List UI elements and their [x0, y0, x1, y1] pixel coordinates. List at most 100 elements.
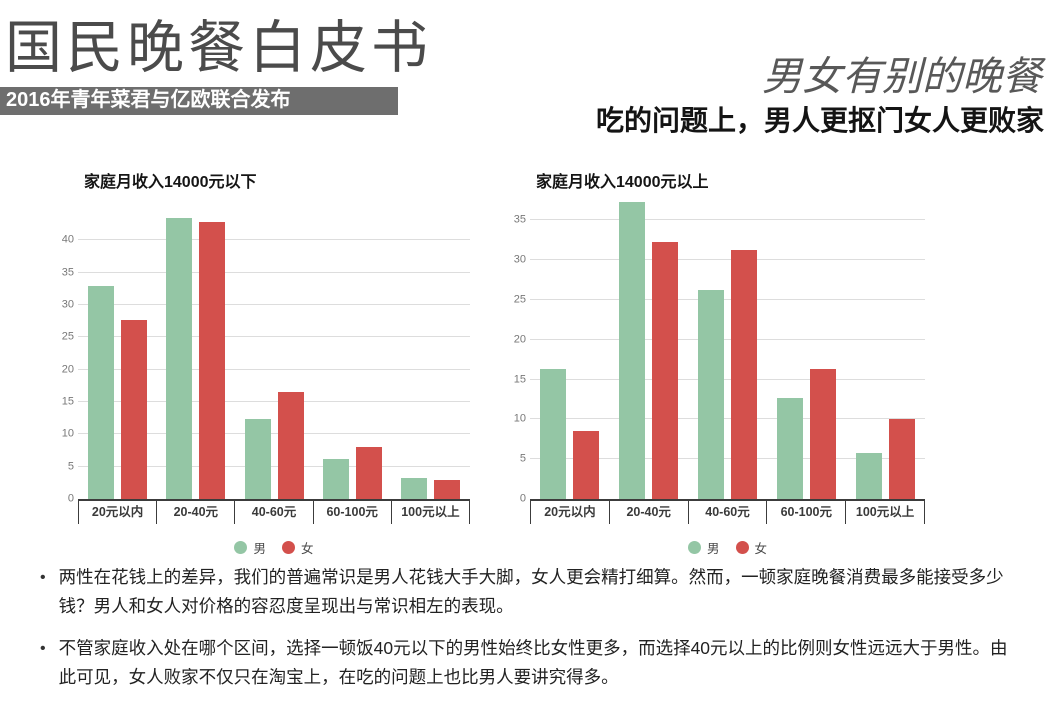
gridline — [530, 338, 925, 340]
bar-女-60-100元 — [355, 447, 382, 499]
bullet-text: 两性在花钱上的差异，我们的普遍常识是男人花钱大手大脚，女人更会精打细算。然而，一… — [58, 567, 1004, 616]
legend: 男女 — [78, 538, 470, 557]
bar-group — [530, 195, 609, 499]
bar-女-20元以内 — [573, 430, 599, 499]
gridline — [530, 259, 925, 261]
bar-女-40-60元 — [731, 249, 757, 499]
legend-dot-icon — [735, 541, 749, 554]
category-label: 60-100元 — [767, 501, 847, 524]
bar-女-100元以上 — [889, 419, 915, 499]
category-label: 20-40元 — [610, 501, 689, 524]
bar-group — [846, 195, 925, 499]
legend-dot-icon — [282, 541, 295, 554]
bar-男-100元以上 — [856, 452, 882, 499]
chart-title: 家庭月收入14000元以上 — [536, 174, 709, 191]
y-axis-tick-label: 15 — [513, 373, 526, 386]
bar-group — [609, 195, 688, 499]
bar-group — [313, 195, 391, 499]
chart-income-below-14000: 家庭月收入14000元以下 0 5 10 15 20 25 30 35 40 20元以内 20-4… — [58, 168, 471, 557]
y-axis-tick-label: 0 — [67, 492, 74, 505]
x-axis-labels: 20元以内 20-40元 40-60元 60-100元 100元以上 — [78, 501, 471, 524]
bar-group — [235, 195, 313, 499]
section-title: 男女有别的晚餐 — [762, 54, 1042, 99]
y-axis-tick-label: 20 — [61, 363, 74, 376]
bar-男-40-60元 — [244, 419, 271, 499]
category-label: 40-60元 — [689, 501, 768, 524]
bar-group — [156, 195, 234, 499]
plot-area: 0 5 10 15 20 25 30 35 40 — [62, 195, 470, 504]
bar-男-20元以内 — [87, 285, 114, 499]
y-axis-tick-label: 30 — [513, 253, 526, 266]
bar-男-20元以内 — [540, 368, 566, 499]
plot-area: 0 5 10 15 20 25 30 35 — [514, 195, 925, 504]
category-label: 40-60元 — [235, 501, 314, 524]
gridline — [78, 336, 470, 338]
chart-income-above-14000: 家庭月收入14000元以上 0 5 10 15 20 25 30 35 20元以内 20-40元… — [510, 168, 925, 557]
bar-男-20-40元 — [166, 217, 193, 499]
bar-女-40-60元 — [277, 391, 304, 499]
y-axis-tick-label: 10 — [513, 412, 526, 425]
bar-group — [392, 195, 470, 499]
y-axis-tick-label: 35 — [513, 213, 526, 226]
bar-女-100元以上 — [434, 479, 461, 499]
gridline — [78, 368, 470, 370]
legend: 男女 — [530, 538, 925, 557]
bar-男-20-40元 — [619, 202, 645, 499]
legend-label: 女 — [301, 542, 314, 556]
bar-女-20-40元 — [199, 222, 226, 499]
y-axis-tick-label: 40 — [61, 233, 74, 246]
gridline — [78, 400, 470, 402]
y-axis-tick-label: 5 — [519, 452, 526, 465]
y-axis-tick-label: 10 — [61, 427, 74, 440]
bar-groups — [78, 195, 470, 499]
gridline — [78, 465, 470, 467]
gridline — [78, 433, 470, 435]
y-axis-tick-label: 35 — [61, 266, 74, 279]
section-subtitle: 吃的问题上，男人更抠门女人更败家 — [595, 106, 1044, 137]
bullet-marker-icon: • — [40, 640, 46, 657]
chart-title: 家庭月收入14000元以下 — [84, 174, 257, 191]
bar-group — [767, 195, 846, 499]
gridline — [530, 378, 925, 380]
legend-item-男: 男 — [234, 538, 266, 557]
bar-男-40-60元 — [698, 289, 724, 499]
bar-女-20元以内 — [120, 320, 147, 499]
category-label: 100元以上 — [846, 501, 925, 524]
legend-label: 女 — [754, 542, 768, 556]
legend-item-男: 男 — [687, 538, 720, 557]
legend-item-女: 女 — [282, 538, 314, 557]
bar-男-100元以上 — [401, 477, 428, 499]
bar-男-60-100元 — [322, 458, 349, 499]
bullet-marker-icon: • — [40, 569, 46, 586]
bullet-item: • 两性在花钱上的差异，我们的普遍常识是男人花钱大手大脚，女人更会精打细算。然而，… — [40, 563, 1008, 621]
gridline — [530, 418, 925, 420]
category-label: 100元以上 — [392, 501, 471, 524]
y-axis-tick-label: 5 — [67, 460, 74, 473]
category-label: 20-40元 — [157, 501, 236, 524]
y-axis-tick-label: 15 — [61, 395, 74, 408]
bar-女-60-100元 — [810, 369, 836, 499]
bar-groups — [530, 195, 925, 499]
bar-女-20-40元 — [652, 241, 678, 499]
category-label: 60-100元 — [314, 501, 392, 524]
bar-男-60-100元 — [777, 397, 803, 499]
page-title: 国民晚餐白皮书 — [5, 17, 432, 80]
legend-dot-icon — [234, 541, 248, 554]
legend-dot-icon — [687, 541, 701, 554]
bullet-item: • 不管家庭收入处在哪个区间，选择一顿饭40元以下的男性始终比女性更多，而选择40… — [40, 634, 1008, 692]
category-label: 20元以内 — [530, 501, 610, 524]
legend-item-女: 女 — [735, 538, 768, 557]
bar-group — [78, 195, 156, 499]
gridline — [78, 271, 470, 273]
gridline — [78, 239, 470, 241]
gridline — [530, 299, 925, 301]
commentary-list: • 两性在花钱上的差异，我们的普遍常识是男人花钱大手大脚，女人更会精打细算。然而，… — [40, 563, 1008, 705]
publisher-bar: 2016年青年菜君与亿欧联合发布 — [0, 87, 398, 115]
gridline — [78, 303, 470, 305]
x-axis-labels: 20元以内 20-40元 40-60元 60-100元 100元以上 — [530, 501, 925, 524]
y-axis-tick-label: 0 — [519, 492, 526, 505]
legend-label: 男 — [706, 542, 720, 556]
bar-group — [688, 195, 767, 499]
y-axis-tick-label: 25 — [61, 330, 74, 343]
bullet-text: 不管家庭收入处在哪个区间，选择一顿饭40元以下的男性始终比女性更多，而选择40元… — [58, 638, 1008, 687]
